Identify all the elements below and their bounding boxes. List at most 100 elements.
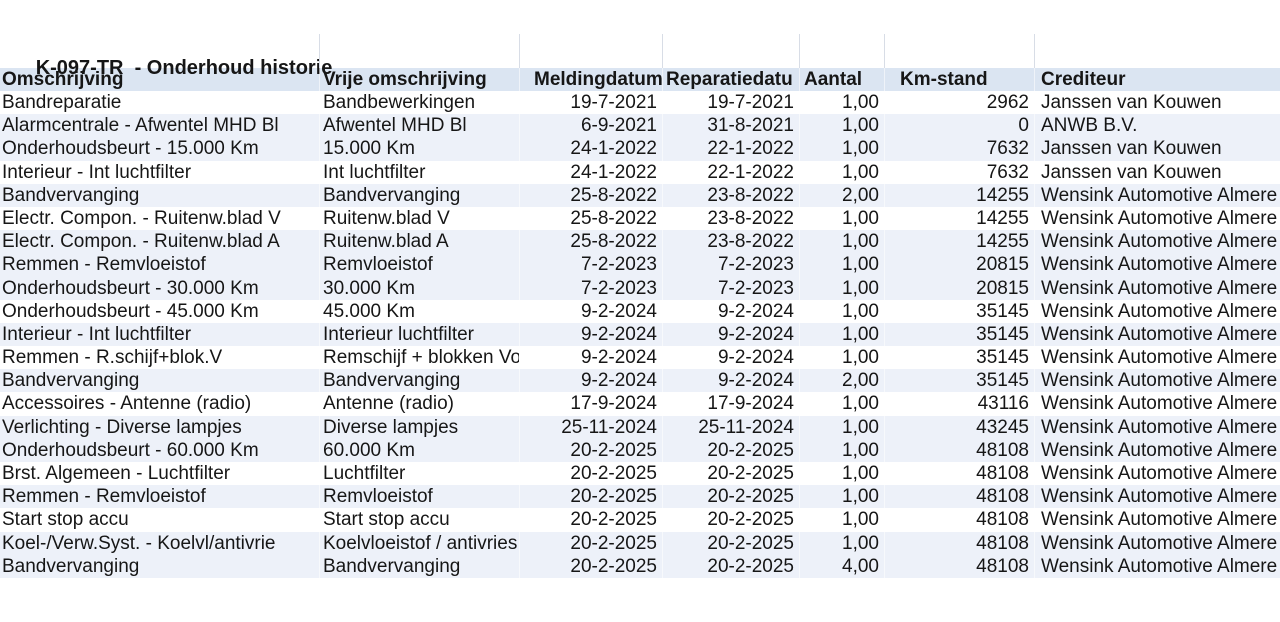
cell-vrije_omschrijving[interactable]: 60.000 Km bbox=[320, 438, 520, 462]
cell-omschrijving[interactable]: Interieur - Int luchtfilter bbox=[0, 322, 320, 347]
cell-omschrijving[interactable]: Verlichting - Diverse lampjes bbox=[0, 415, 320, 439]
cell-reparatiedatum[interactable]: 25-11-2024 bbox=[663, 415, 800, 439]
cell-vrije_omschrijving[interactable]: Diverse lampjes bbox=[320, 415, 520, 439]
cell-reparatiedatum[interactable]: 9-2-2024 bbox=[663, 346, 800, 370]
cell-aantal[interactable]: 1,00 bbox=[800, 415, 885, 439]
cell-reparatiedatum[interactable]: 7-2-2023 bbox=[663, 253, 800, 277]
cell-aantal[interactable]: 2,00 bbox=[800, 183, 885, 207]
cell-km_stand[interactable]: 48108 bbox=[885, 485, 1035, 509]
cell-crediteur[interactable]: Wensink Automotive Almere bbox=[1041, 486, 1278, 508]
cell-aantal[interactable]: 1,00 bbox=[800, 91, 885, 115]
cell-meldingdatum[interactable]: 9-2-2024 bbox=[520, 369, 663, 393]
cell-omschrijving[interactable]: Remmen - Remvloeistof bbox=[0, 253, 320, 277]
cell-meldingdatum[interactable]: 9-2-2024 bbox=[520, 299, 663, 323]
cell-reparatiedatum[interactable]: 7-2-2023 bbox=[663, 276, 800, 300]
cell-crediteur[interactable]: Wensink Automotive Almere bbox=[1041, 207, 1278, 229]
cell-vrije_omschrijving[interactable]: Start stop accu bbox=[320, 508, 520, 532]
cell-km_stand[interactable]: 14255 bbox=[885, 183, 1035, 207]
cell-crediteur[interactable]: Wensink Automotive Almere bbox=[1041, 439, 1278, 461]
cell-meldingdatum[interactable]: 9-2-2024 bbox=[520, 322, 663, 347]
cell-aantal[interactable]: 1,00 bbox=[800, 253, 885, 277]
cell-omschrijving[interactable]: Onderhoudsbeurt - 45.000 Km bbox=[0, 299, 320, 323]
cell-meldingdatum[interactable]: 17-9-2024 bbox=[520, 392, 663, 416]
cell-omschrijving[interactable]: Remmen - Remvloeistof bbox=[0, 485, 320, 509]
cell-km_stand[interactable]: 0 bbox=[885, 114, 1035, 138]
cell-vrije_omschrijving[interactable]: 15.000 Km bbox=[320, 137, 520, 161]
cell-omschrijving[interactable]: Brst. Algemeen - Luchtfilter bbox=[0, 462, 320, 486]
cell-reparatiedatum[interactable]: 22-1-2022 bbox=[663, 160, 800, 184]
cell-aantal[interactable]: 1,00 bbox=[800, 160, 885, 184]
cell-vrije_omschrijving[interactable]: Bandbewerkingen bbox=[320, 91, 520, 115]
cell-km_stand[interactable]: 20815 bbox=[885, 276, 1035, 300]
cell-crediteur[interactable]: Wensink Automotive Almere bbox=[1041, 463, 1278, 484]
cell-crediteur[interactable]: Wensink Automotive Almere bbox=[1041, 532, 1278, 554]
header-cell-vrije_omschrijving[interactable]: Vrije omschrijving bbox=[320, 68, 520, 91]
cell-vrije_omschrijving[interactable]: Remvloeistof bbox=[320, 253, 520, 277]
cell-vrije_omschrijving[interactable]: 45.000 Km bbox=[320, 299, 520, 323]
cell-reparatiedatum[interactable]: 9-2-2024 bbox=[663, 322, 800, 347]
cell-vrije_omschrijving[interactable]: Afwentel MHD Bl bbox=[320, 114, 520, 138]
cell-vrije_omschrijving[interactable]: Ruitenw.blad V bbox=[320, 206, 520, 231]
header-cell-km_stand[interactable]: Km-stand bbox=[885, 68, 1035, 91]
cell-omschrijving[interactable]: Onderhoudsbeurt - 15.000 Km bbox=[0, 137, 320, 161]
cell-km_stand[interactable]: 48108 bbox=[885, 438, 1035, 462]
cell-crediteur[interactable]: Janssen van Kouwen bbox=[1041, 138, 1222, 160]
cell-km_stand[interactable]: 43245 bbox=[885, 415, 1035, 439]
cell-km_stand[interactable]: 35145 bbox=[885, 322, 1035, 347]
cell-aantal[interactable]: 1,00 bbox=[800, 114, 885, 138]
cell-omschrijving[interactable]: Electr. Compon. - Ruitenw.blad V bbox=[0, 206, 320, 231]
cell-km_stand[interactable]: 2962 bbox=[885, 91, 1035, 115]
cell-omschrijving[interactable]: Koel-/Verw.Syst. - Koelvl/antivrie bbox=[0, 531, 320, 555]
cell-km_stand[interactable]: 48108 bbox=[885, 462, 1035, 486]
cell-aantal[interactable]: 4,00 bbox=[800, 554, 885, 578]
cell-km_stand[interactable]: 7632 bbox=[885, 160, 1035, 184]
cell-omschrijving[interactable]: Bandvervanging bbox=[0, 183, 320, 207]
cell-reparatiedatum[interactable]: 20-2-2025 bbox=[663, 462, 800, 486]
cell-vrije_omschrijving[interactable]: Koelvloeistof / antivries bbox=[320, 531, 520, 555]
cell-meldingdatum[interactable]: 20-2-2025 bbox=[520, 508, 663, 532]
cell-aantal[interactable]: 2,00 bbox=[800, 369, 885, 393]
cell-aantal[interactable]: 1,00 bbox=[800, 531, 885, 555]
cell-reparatiedatum[interactable]: 23-8-2022 bbox=[663, 183, 800, 207]
cell-meldingdatum[interactable]: 9-2-2024 bbox=[520, 346, 663, 370]
cell-aantal[interactable]: 1,00 bbox=[800, 206, 885, 231]
cell-aantal[interactable]: 1,00 bbox=[800, 276, 885, 300]
header-cell-crediteur[interactable]: Crediteur bbox=[1041, 69, 1126, 90]
cell-vrije_omschrijving[interactable]: 30.000 Km bbox=[320, 276, 520, 300]
cell-km_stand[interactable]: 14255 bbox=[885, 206, 1035, 231]
cell-reparatiedatum[interactable]: 17-9-2024 bbox=[663, 392, 800, 416]
cell-vrije_omschrijving[interactable]: Remvloeistof bbox=[320, 485, 520, 509]
cell-reparatiedatum[interactable]: 9-2-2024 bbox=[663, 369, 800, 393]
cell-meldingdatum[interactable]: 20-2-2025 bbox=[520, 554, 663, 578]
cell-reparatiedatum[interactable]: 20-2-2025 bbox=[663, 554, 800, 578]
cell-reparatiedatum[interactable]: 20-2-2025 bbox=[663, 531, 800, 555]
cell-meldingdatum[interactable]: 25-8-2022 bbox=[520, 206, 663, 231]
cell-omschrijving[interactable]: Remmen - R.schijf+blok.V bbox=[0, 346, 320, 370]
cell-meldingdatum[interactable]: 24-1-2022 bbox=[520, 160, 663, 184]
cell-crediteur[interactable]: ANWB B.V. bbox=[1041, 115, 1138, 137]
cell-aantal[interactable]: 1,00 bbox=[800, 438, 885, 462]
cell-meldingdatum[interactable]: 25-8-2022 bbox=[520, 183, 663, 207]
cell-reparatiedatum[interactable]: 23-8-2022 bbox=[663, 206, 800, 231]
cell-km_stand[interactable]: 35145 bbox=[885, 369, 1035, 393]
cell-crediteur[interactable]: Wensink Automotive Almere bbox=[1041, 416, 1278, 438]
cell-crediteur[interactable]: Wensink Automotive Almere bbox=[1041, 184, 1278, 206]
cell-km_stand[interactable]: 35145 bbox=[885, 299, 1035, 323]
header-cell-meldingdatum[interactable]: Meldingdatum bbox=[520, 68, 663, 91]
cell-km_stand[interactable]: 48108 bbox=[885, 554, 1035, 578]
cell-vrije_omschrijving[interactable]: Luchtfilter bbox=[320, 462, 520, 486]
cell-vrije_omschrijving[interactable]: Interieur luchtfilter bbox=[320, 322, 520, 347]
cell-omschrijving[interactable]: Bandreparatie bbox=[0, 91, 320, 115]
cell-omschrijving[interactable]: Onderhoudsbeurt - 60.000 Km bbox=[0, 438, 320, 462]
cell-omschrijving[interactable]: Interieur - Int luchtfilter bbox=[0, 160, 320, 184]
cell-reparatiedatum[interactable]: 19-7-2021 bbox=[663, 91, 800, 115]
cell-vrije_omschrijving[interactable]: Remschijf + blokken Vo bbox=[320, 346, 520, 370]
cell-km_stand[interactable]: 48108 bbox=[885, 508, 1035, 532]
cell-crediteur[interactable]: Wensink Automotive Almere bbox=[1041, 254, 1278, 276]
cell-crediteur[interactable]: Wensink Automotive Almere bbox=[1041, 347, 1278, 369]
cell-meldingdatum[interactable]: 20-2-2025 bbox=[520, 531, 663, 555]
cell-km_stand[interactable]: 20815 bbox=[885, 253, 1035, 277]
cell-meldingdatum[interactable]: 25-11-2024 bbox=[520, 415, 663, 439]
cell-aantal[interactable]: 1,00 bbox=[800, 508, 885, 532]
cell-omschrijving[interactable]: Start stop accu bbox=[0, 508, 320, 532]
